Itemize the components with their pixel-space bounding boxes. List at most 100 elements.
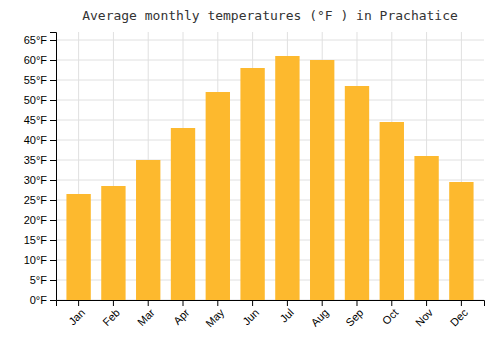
y-grid-line bbox=[56, 120, 484, 121]
y-tick-mark bbox=[50, 60, 56, 61]
x-tick-mark bbox=[183, 300, 184, 306]
x-tick-mark bbox=[322, 300, 323, 306]
bar bbox=[171, 128, 195, 300]
x-tick-mark bbox=[252, 300, 253, 306]
bar bbox=[66, 194, 90, 300]
y-tick: 55°F bbox=[24, 74, 56, 86]
x-tick-label: Dec bbox=[448, 306, 471, 329]
x-tick-mark bbox=[287, 300, 288, 306]
y-tick: 60°F bbox=[24, 54, 56, 66]
x-tick: Mar bbox=[135, 300, 157, 328]
bar bbox=[414, 156, 438, 300]
y-tick-label: 50°F bbox=[24, 94, 48, 106]
y-tick-label: 5°F bbox=[30, 274, 48, 286]
x-tick: Jul bbox=[278, 300, 296, 325]
x-tick-mark bbox=[426, 300, 427, 306]
y-tick: 10°F bbox=[24, 254, 56, 266]
x-tick-mark bbox=[356, 300, 357, 306]
y-tick-label: 25°F bbox=[24, 194, 48, 206]
y-tick-label: 65°F bbox=[24, 34, 48, 46]
x-tick: Dec bbox=[448, 300, 471, 329]
x-axis-line bbox=[57, 301, 485, 307]
chart-svg: Jan Feb Mar Apr May Jun Jul Aug Sep Oct Nov Dec 0°F 5… bbox=[0, 0, 500, 350]
x-tick: Nov bbox=[413, 300, 436, 329]
y-grid-line bbox=[56, 40, 484, 41]
y-tick: 65°F bbox=[24, 34, 56, 46]
x-tick-label: Jul bbox=[278, 306, 296, 324]
y-tick-label: 55°F bbox=[24, 74, 48, 86]
x-tick: Aug bbox=[308, 300, 330, 329]
bar bbox=[206, 92, 230, 300]
y-tick-mark bbox=[50, 160, 56, 161]
bar bbox=[345, 86, 369, 300]
y-grid-line bbox=[56, 80, 484, 81]
x-tick-label: May bbox=[203, 306, 227, 330]
y-tick-mark bbox=[50, 280, 56, 281]
y-tick-mark bbox=[50, 200, 56, 201]
y-tick-label: 0°F bbox=[30, 294, 48, 306]
x-tick-label: Sep bbox=[343, 306, 365, 328]
y-tick: 20°F bbox=[24, 214, 56, 226]
y-grid-line bbox=[56, 60, 484, 61]
x-tick-label: Feb bbox=[100, 306, 122, 328]
y-tick-mark bbox=[50, 240, 56, 241]
x-tick: Jan bbox=[66, 300, 87, 327]
x-tick: Feb bbox=[100, 300, 122, 328]
x-tick-mark bbox=[217, 300, 218, 306]
x-tick-mark bbox=[148, 300, 149, 306]
y-tick: 35°F bbox=[24, 154, 56, 166]
bars bbox=[66, 56, 473, 300]
y-tick-mark bbox=[50, 220, 56, 221]
x-tick-label: Mar bbox=[135, 306, 157, 328]
y-grid-line bbox=[56, 100, 484, 101]
x-tick: Jun bbox=[240, 300, 261, 327]
x-tick: Sep bbox=[343, 300, 365, 329]
y-tick-mark bbox=[50, 40, 56, 41]
y-grid-line bbox=[56, 140, 484, 141]
y-tick-label: 20°F bbox=[24, 214, 48, 226]
y-tick-mark bbox=[50, 180, 56, 181]
x-tick-label: Nov bbox=[413, 306, 436, 329]
y-tick: 5°F bbox=[30, 274, 56, 286]
y-axis: 0°F 5°F 10°F 15°F 20°F 25°F 30°F 35°F 40°F 45°F 50… bbox=[24, 33, 57, 307]
bar bbox=[310, 60, 334, 300]
x-tick-mark bbox=[461, 300, 462, 306]
chart-container: Jan Feb Mar Apr May Jun Jul Aug Sep Oct Nov Dec 0°F 5… bbox=[0, 0, 500, 350]
x-tick-label: Apr bbox=[171, 306, 192, 327]
bar bbox=[275, 56, 299, 300]
y-tick: 15°F bbox=[24, 234, 56, 246]
bar bbox=[136, 160, 160, 300]
y-tick-label: 15°F bbox=[24, 234, 48, 246]
y-tick: 30°F bbox=[24, 174, 56, 186]
x-tick: Apr bbox=[171, 300, 192, 327]
y-axis-line bbox=[50, 33, 57, 301]
title: Average monthly temperatures (°F ) in Pr… bbox=[82, 8, 458, 23]
y-tick-label: 60°F bbox=[24, 54, 48, 66]
x-tick-mark bbox=[391, 300, 392, 306]
y-tick-mark bbox=[50, 100, 56, 101]
y-tick: 40°F bbox=[24, 134, 56, 146]
y-tick-label: 45°F bbox=[24, 114, 48, 126]
x-tick-mark bbox=[78, 300, 79, 306]
y-tick-label: 40°F bbox=[24, 134, 48, 146]
x-tick-label: Jan bbox=[66, 306, 87, 327]
grid bbox=[56, 32, 484, 300]
y-tick-mark bbox=[50, 140, 56, 141]
y-tick: 45°F bbox=[24, 114, 56, 126]
bar bbox=[380, 122, 404, 300]
y-tick-mark bbox=[50, 80, 56, 81]
y-tick: 25°F bbox=[24, 194, 56, 206]
x-tick: May bbox=[203, 300, 227, 329]
x-tick: Oct bbox=[380, 300, 401, 327]
y-tick-label: 10°F bbox=[24, 254, 48, 266]
x-tick-label: Oct bbox=[380, 306, 401, 327]
bar bbox=[101, 186, 125, 300]
y-tick-mark bbox=[50, 300, 56, 301]
y-tick-label: 30°F bbox=[24, 174, 48, 186]
y-tick-mark bbox=[50, 260, 56, 261]
plot: Jan Feb Mar Apr May Jun Jul Aug Sep Oct Nov Dec 0°F 5… bbox=[24, 32, 485, 329]
bar bbox=[449, 182, 473, 300]
x-axis: Jan Feb Mar Apr May Jun Jul Aug Sep Oct Nov Dec bbox=[57, 300, 485, 329]
y-tick: 0°F bbox=[30, 294, 56, 306]
x-tick-label: Aug bbox=[308, 306, 330, 328]
